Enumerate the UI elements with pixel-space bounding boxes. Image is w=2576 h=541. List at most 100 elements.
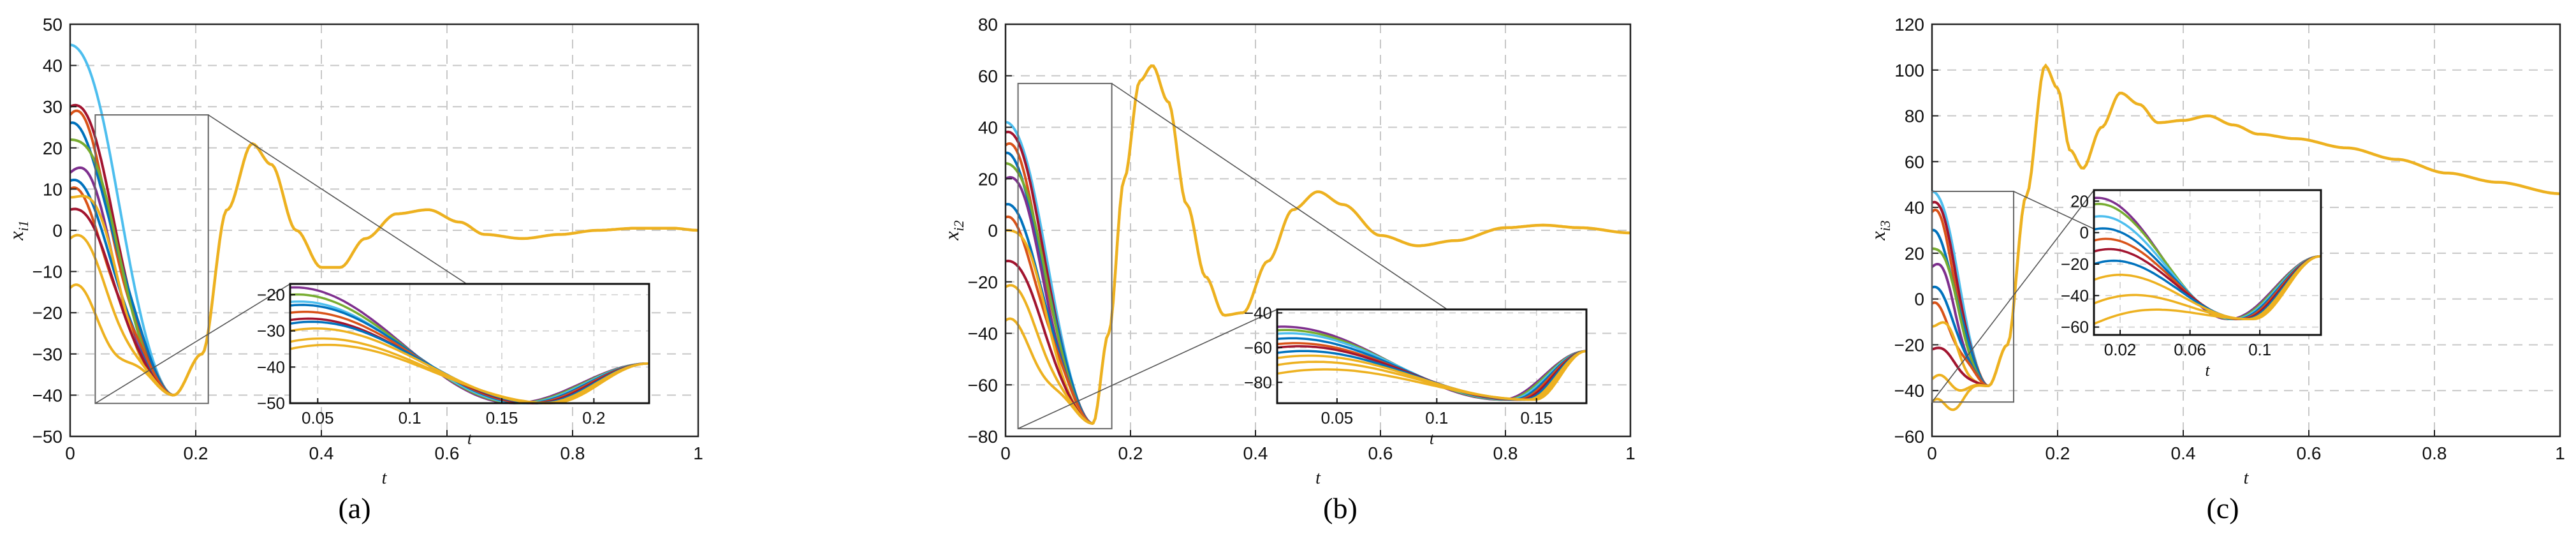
y-tick-label: −10 xyxy=(33,262,63,282)
x-tick-label: 1 xyxy=(693,443,703,463)
x-tick-label: 0.8 xyxy=(2422,443,2447,463)
inset-x-tick-label: 0.1 xyxy=(1425,408,1448,427)
y-axis-label: xi1 xyxy=(4,220,31,241)
y-tick-label: −40 xyxy=(33,385,63,405)
inset-series-line xyxy=(2093,255,2322,321)
x-tick-label: 0 xyxy=(65,443,75,463)
x-tick-label: 0 xyxy=(1927,443,1937,463)
inset-y-tick-label: −40 xyxy=(257,357,285,376)
inset-y-tick-label: −40 xyxy=(1244,303,1272,322)
y-tick-label: 40 xyxy=(43,56,62,76)
inset-x-tick-label: 0.02 xyxy=(2104,340,2137,359)
x-tick-label: 0.6 xyxy=(2297,443,2322,463)
y-tick-label: 30 xyxy=(43,97,62,117)
y-tick-label: 80 xyxy=(1905,107,1924,126)
zoom-region-box xyxy=(94,114,209,404)
x-tick-label: 0.2 xyxy=(2045,443,2070,463)
y-tick-label: 100 xyxy=(1894,61,1924,80)
x-tick-label: 0.8 xyxy=(1493,443,1518,463)
x-tick-label: 0.6 xyxy=(1368,443,1393,463)
x-tick-label: 1 xyxy=(1625,443,1636,463)
inset-series-line xyxy=(289,343,650,404)
y-tick-label: −30 xyxy=(33,345,63,364)
y-tick-label: −20 xyxy=(968,272,999,292)
x-tick-label: 0.4 xyxy=(1243,443,1268,463)
inset-series-line xyxy=(1277,350,1587,401)
y-axis-label: xi2 xyxy=(940,220,967,241)
inset-y-tick-label: −80 xyxy=(1244,373,1272,392)
y-tick-label: 20 xyxy=(1905,244,1924,263)
caption-c: (c) xyxy=(2206,492,2239,524)
y-tick-label: 120 xyxy=(1894,15,1924,34)
inset-y-tick-label: −30 xyxy=(257,322,285,341)
y-tick-label: −20 xyxy=(33,303,63,323)
inset-x-tick-label: 0.1 xyxy=(399,408,421,427)
x-tick-label: 0.4 xyxy=(309,443,334,463)
y-tick-label: 60 xyxy=(978,66,998,86)
y-tick-label: 40 xyxy=(978,118,998,138)
x-tick-label: 0.8 xyxy=(560,443,585,463)
series-line xyxy=(70,103,174,397)
inset-x-axis-label: t xyxy=(2205,361,2210,380)
series-line xyxy=(1931,301,1989,387)
y-tick-label: −80 xyxy=(968,427,999,447)
inset-frame xyxy=(289,283,650,404)
inset-y-tick-label: 0 xyxy=(2080,223,2089,242)
inset-x-tick-label: 0.1 xyxy=(2248,340,2271,359)
inset-y-tick-label: 20 xyxy=(2070,191,2089,211)
y-tick-label: 20 xyxy=(43,138,62,158)
y-axis-label: xi3 xyxy=(1866,220,1893,241)
caption-a: (a) xyxy=(338,492,370,524)
inset-x-tick-label: 0.06 xyxy=(2174,340,2206,359)
series-line xyxy=(69,109,174,397)
caption-b: (b) xyxy=(1323,492,1358,524)
inset-plot: −50 −40 −30 −20 0.05 0.1 0.15 0.2 t xyxy=(257,283,650,448)
y-tick-label: 10 xyxy=(43,179,62,199)
y-tick-label: 0 xyxy=(1914,290,1924,309)
converged-trajectory xyxy=(1987,63,2561,387)
inset-plot: −60 −40 −20 0 20 0.02 0.06 0.1 t xyxy=(2061,189,2322,380)
x-tick-label: 1 xyxy=(2555,443,2565,463)
series-line xyxy=(70,179,174,397)
zoom-connector xyxy=(1018,309,1278,429)
y-tick-label: 40 xyxy=(1905,198,1924,218)
y-tick-label: 80 xyxy=(978,15,998,34)
zoom-connector xyxy=(1931,189,2095,403)
inset-y-tick-label: −20 xyxy=(257,285,285,304)
series-line xyxy=(1931,346,1989,387)
inset-y-tick-label: −60 xyxy=(2061,318,2089,337)
zoom-region-box xyxy=(1931,190,2015,403)
inset-plot: −80 −60 −40 0.05 0.1 0.15 t xyxy=(1244,303,1588,448)
x-tick-label: 0.2 xyxy=(1118,443,1143,463)
inset-y-tick-label: −20 xyxy=(2061,255,2089,274)
y-tick-label: 50 xyxy=(43,15,62,34)
zoom-region-box xyxy=(1017,82,1113,429)
inset-x-axis-label: t xyxy=(1430,429,1435,448)
inset-y-tick-label: −40 xyxy=(2061,286,2089,305)
inset-x-axis-label: t xyxy=(467,429,472,448)
inset-x-tick-label: 0.2 xyxy=(582,408,605,427)
inset-frame xyxy=(1276,308,1588,404)
y-tick-label: 0 xyxy=(988,221,998,241)
panel-c: −60 −40 −20 0 20 40 60 80 100 120 0 0.2 0.4 0.6 0.8 1 t x… xyxy=(1866,15,2565,488)
inset-x-tick-label: 0.05 xyxy=(302,408,334,427)
inset-x-tick-label: 0.05 xyxy=(1321,408,1354,427)
y-tick-label: 60 xyxy=(1905,152,1924,172)
zoom-connector xyxy=(94,283,291,404)
y-tick-label: −40 xyxy=(968,324,999,344)
x-tick-label: 0.6 xyxy=(435,443,460,463)
series-line xyxy=(70,43,174,397)
x-axis-label: t xyxy=(2244,468,2250,488)
y-tick-label: −60 xyxy=(1894,427,1925,447)
panel-a: −50 −40 −30 −20 −10 0 10 20 30 40 50 0 0.2 0.4 0.6 0.8 1… xyxy=(4,15,703,488)
y-tick-label: −60 xyxy=(968,375,999,395)
inset-series-line xyxy=(2093,255,2322,321)
y-tick-label: 20 xyxy=(978,169,998,189)
x-tick-label: 0 xyxy=(1000,443,1011,463)
converged-trajectory xyxy=(1092,64,1630,424)
converged-trajectory xyxy=(173,142,699,397)
inset-x-tick-label: 0.15 xyxy=(1520,408,1553,427)
x-axis-label: t xyxy=(382,468,388,488)
inset-frame xyxy=(2093,189,2322,336)
